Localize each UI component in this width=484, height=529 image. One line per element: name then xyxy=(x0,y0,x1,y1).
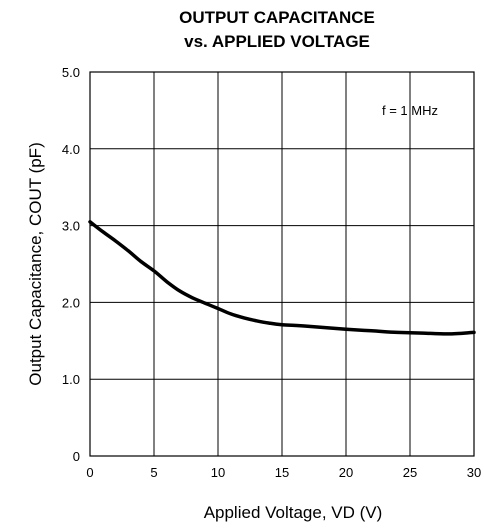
y-tick-labels: 0 1.0 2.0 3.0 4.0 5.0 xyxy=(62,65,80,464)
chart-title-line1: OUTPUT CAPACITANCE xyxy=(179,8,375,27)
x-tick-label: 5 xyxy=(150,465,157,480)
frequency-annotation: f = 1 MHz xyxy=(382,103,438,118)
x-tick-label: 25 xyxy=(403,465,417,480)
grid-lines xyxy=(90,72,474,456)
x-tick-labels: 0 5 10 15 20 25 30 xyxy=(86,465,481,480)
y-tick-label: 4.0 xyxy=(62,142,80,157)
y-tick-label: 1.0 xyxy=(62,372,80,387)
y-axis-label: Output Capacitance, COUT (pF) xyxy=(26,142,45,385)
y-tick-label: 5.0 xyxy=(62,65,80,80)
x-tick-label: 10 xyxy=(211,465,225,480)
x-tick-label: 20 xyxy=(339,465,353,480)
y-tick-label: 2.0 xyxy=(62,295,80,310)
x-tick-label: 15 xyxy=(275,465,289,480)
chart-title-line2: vs. APPLIED VOLTAGE xyxy=(184,32,370,51)
y-tick-label: 0 xyxy=(73,449,80,464)
x-tick-label: 0 xyxy=(86,465,93,480)
x-tick-label: 30 xyxy=(467,465,481,480)
x-axis-label: Applied Voltage, VD (V) xyxy=(204,503,383,522)
plot-frame xyxy=(89,71,475,457)
capacitance-curve xyxy=(88,220,476,336)
y-tick-label: 3.0 xyxy=(62,219,80,234)
